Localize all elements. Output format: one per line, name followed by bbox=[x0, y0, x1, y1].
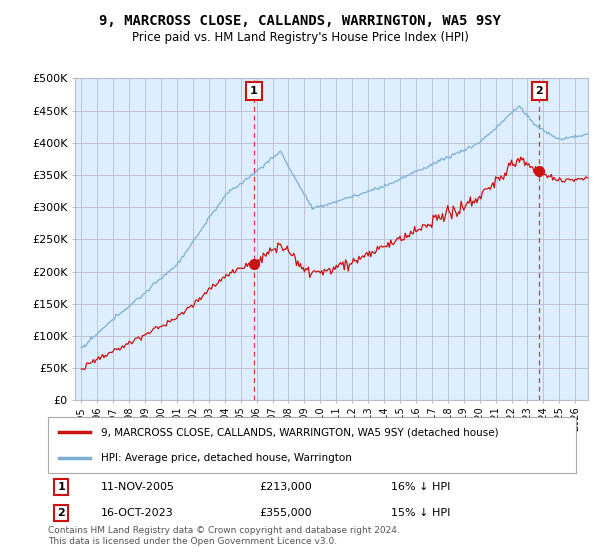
Text: 2: 2 bbox=[58, 508, 65, 518]
Text: HPI: Average price, detached house, Warrington: HPI: Average price, detached house, Warr… bbox=[101, 453, 352, 463]
Text: 1: 1 bbox=[58, 482, 65, 492]
Text: 16-OCT-2023: 16-OCT-2023 bbox=[101, 508, 173, 518]
Text: 1: 1 bbox=[250, 86, 258, 96]
Text: 9, MARCROSS CLOSE, CALLANDS, WARRINGTON, WA5 9SY: 9, MARCROSS CLOSE, CALLANDS, WARRINGTON,… bbox=[99, 14, 501, 28]
Text: 16% ↓ HPI: 16% ↓ HPI bbox=[391, 482, 451, 492]
Text: £213,000: £213,000 bbox=[259, 482, 312, 492]
Text: £355,000: £355,000 bbox=[259, 508, 312, 518]
Text: 15% ↓ HPI: 15% ↓ HPI bbox=[391, 508, 451, 518]
Text: 9, MARCROSS CLOSE, CALLANDS, WARRINGTON, WA5 9SY (detached house): 9, MARCROSS CLOSE, CALLANDS, WARRINGTON,… bbox=[101, 427, 499, 437]
Text: 2: 2 bbox=[536, 86, 543, 96]
Text: 11-NOV-2005: 11-NOV-2005 bbox=[101, 482, 175, 492]
Text: Price paid vs. HM Land Registry's House Price Index (HPI): Price paid vs. HM Land Registry's House … bbox=[131, 31, 469, 44]
Text: Contains HM Land Registry data © Crown copyright and database right 2024.
This d: Contains HM Land Registry data © Crown c… bbox=[48, 526, 400, 546]
